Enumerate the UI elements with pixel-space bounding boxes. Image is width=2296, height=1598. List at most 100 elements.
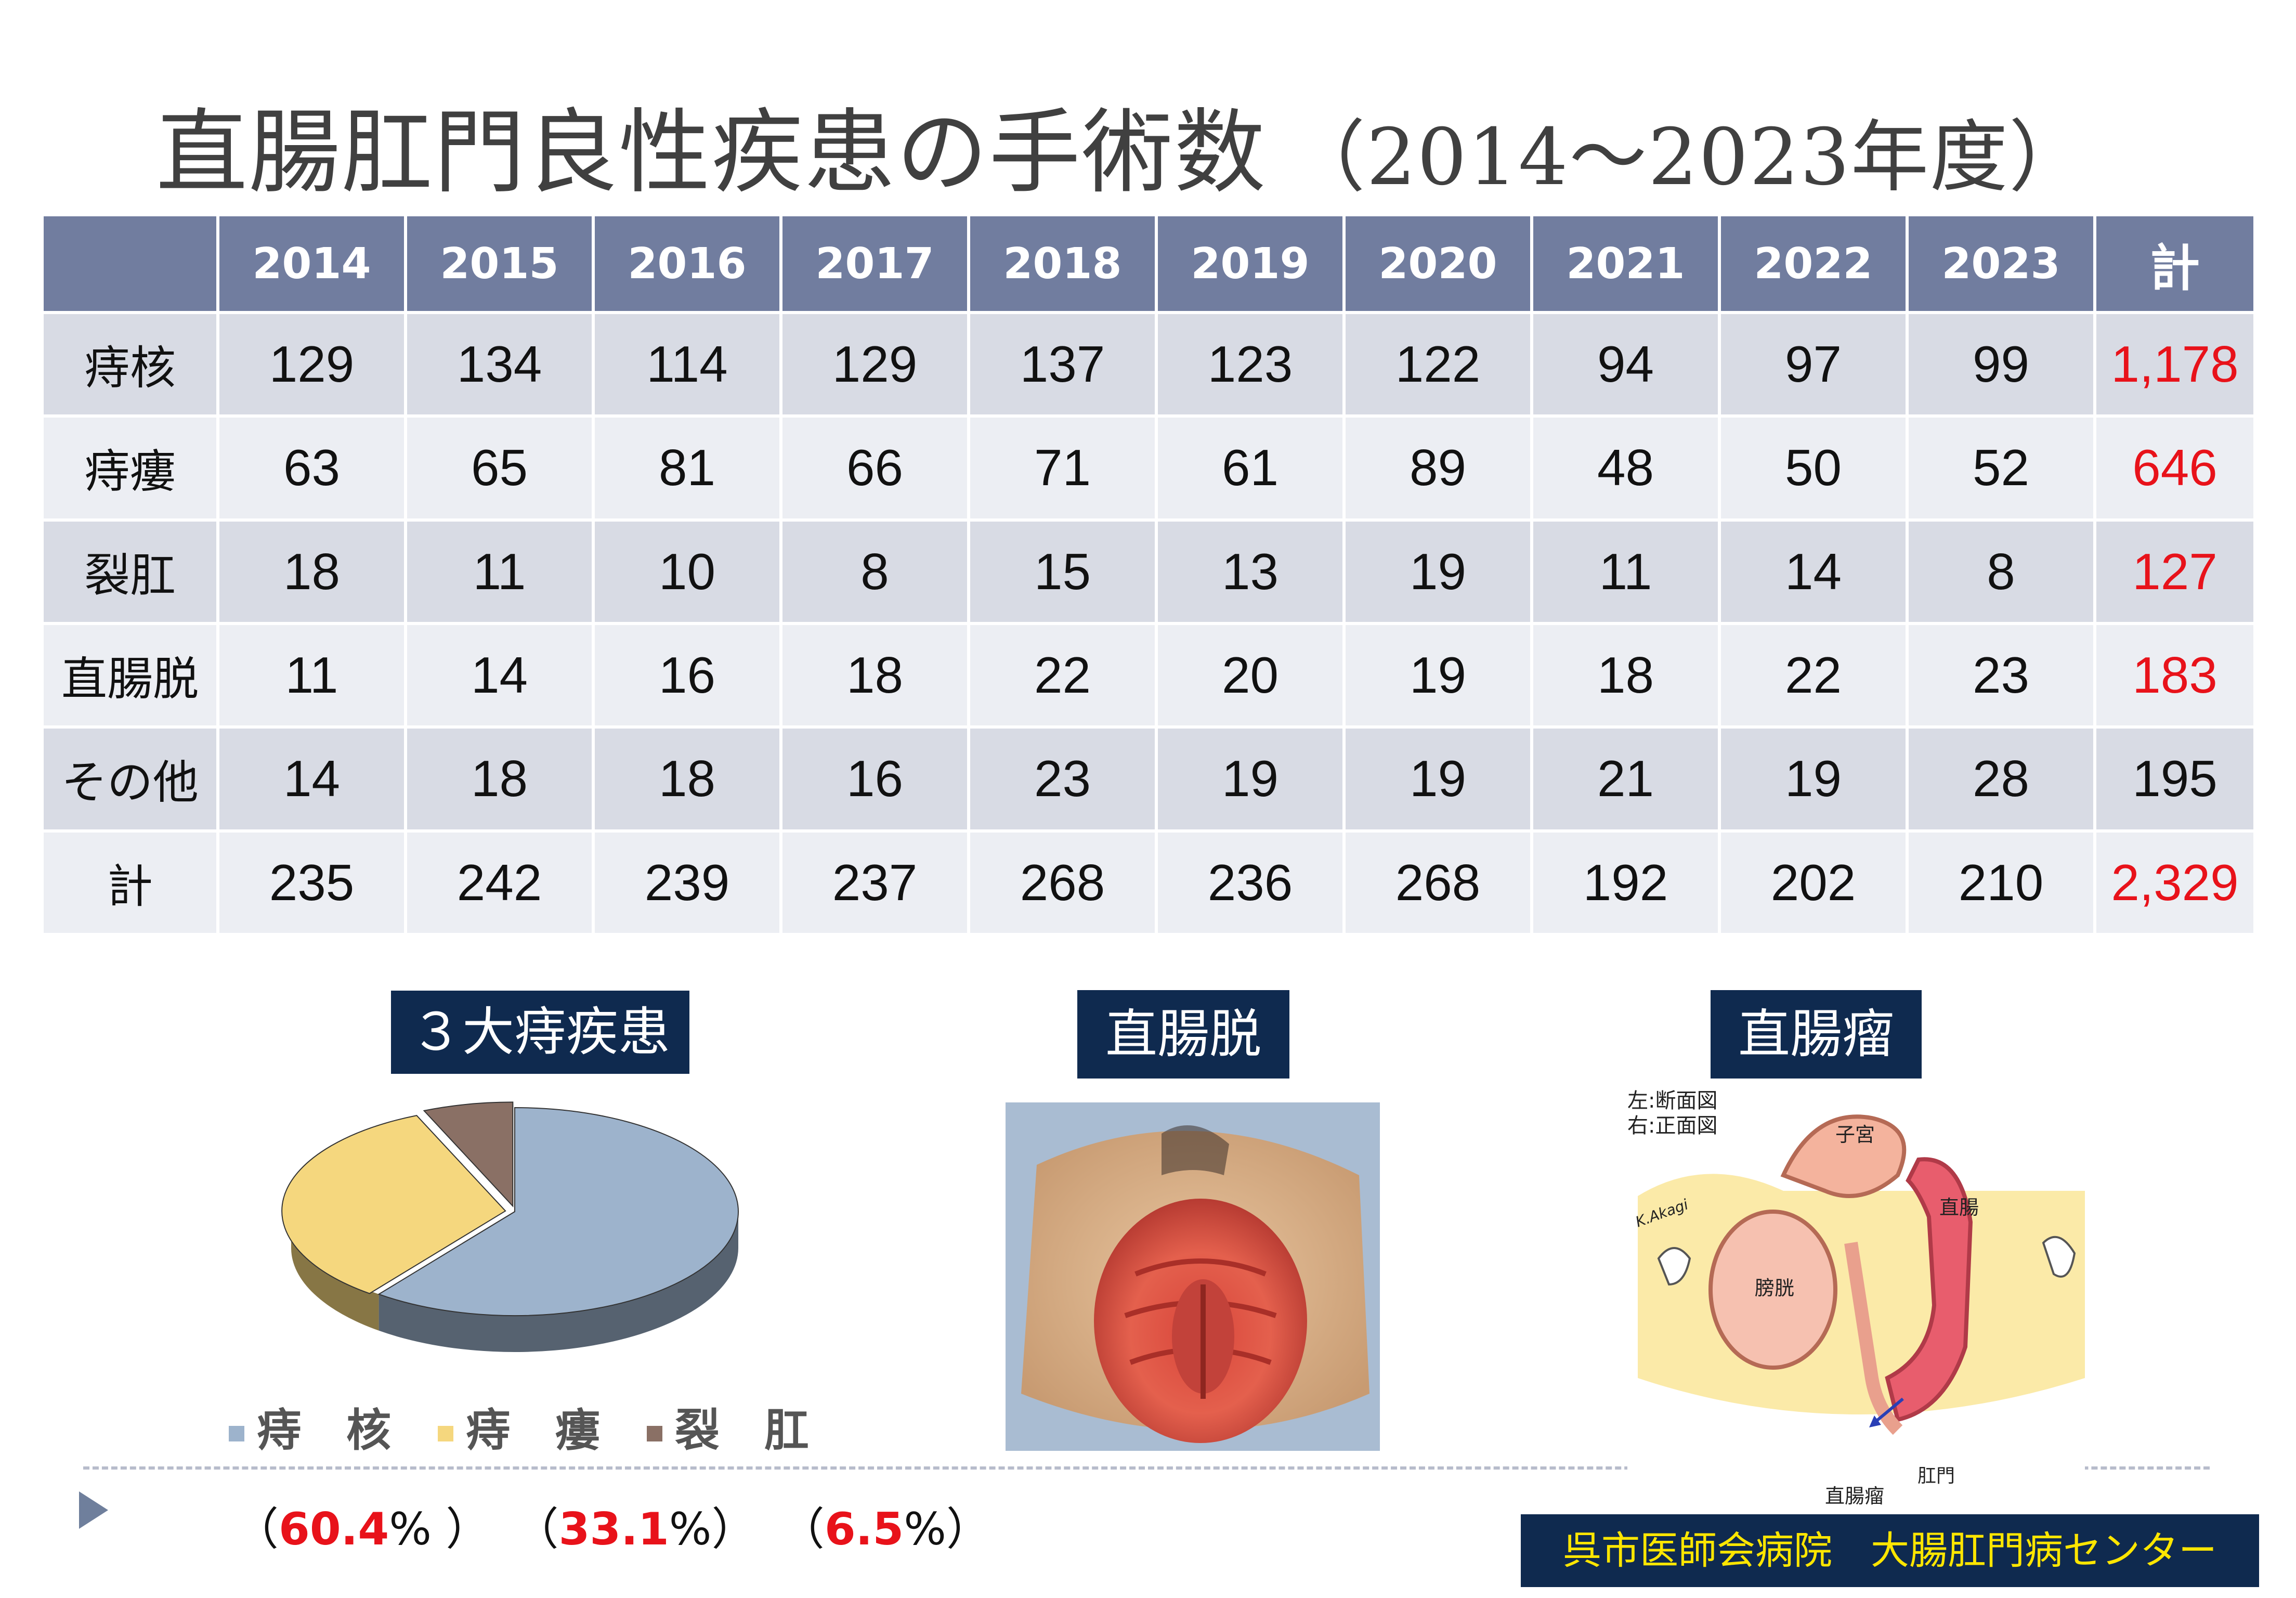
table-cell: 210 (1909, 832, 2093, 933)
table-cell: 10 (595, 521, 779, 622)
col-header: 2022 (1721, 216, 1906, 311)
table-cell: 23 (970, 729, 1155, 829)
table-cell: 20 (1158, 625, 1342, 726)
table-row: その他 14 18 18 16 23 19 19 21 19 28 195 (44, 729, 2253, 829)
table-cell: 14 (407, 625, 592, 726)
table-cell: 28 (1909, 729, 2093, 829)
table-corner (44, 216, 216, 311)
row-total: 183 (2096, 625, 2253, 726)
diagram-note-right: 右:正面図 (1627, 1114, 1717, 1138)
row-label: 痔瘻 (44, 418, 216, 518)
surgery-table: 2014 2015 2016 2017 2018 2019 2020 2021 … (41, 213, 2256, 936)
table-cell: 22 (1721, 625, 1906, 726)
percent-value: 6.5 (824, 1503, 904, 1555)
table-cell: 18 (1533, 625, 1718, 726)
rectocele-diagram: 左:断面図 右:正面図 子宮 直腸 膀胱 肛門 直腸瘤 K.Akagi (1627, 1087, 2085, 1513)
table-cell: 8 (782, 521, 967, 622)
row-total: 195 (2096, 729, 2253, 829)
col-header: 2015 (407, 216, 592, 311)
table-cell: 18 (219, 521, 404, 622)
row-label: 直腸脱 (44, 625, 216, 726)
table-cell: 71 (970, 418, 1155, 518)
legend-label: 裂 肛 (674, 1405, 809, 1457)
table-cell: 137 (970, 314, 1155, 415)
legend-item: 痔 核 (229, 1394, 391, 1459)
table-cell: 11 (1533, 521, 1718, 622)
table-cell: 16 (782, 729, 967, 829)
table-cell: 236 (1158, 832, 1342, 933)
table-cell: 129 (219, 314, 404, 415)
prolapse-label: 直腸脱 (1077, 990, 1289, 1079)
table-cell: 235 (219, 832, 404, 933)
diagram-anus: 肛門 (1917, 1465, 1955, 1487)
table-row: 直腸脱 11 14 16 18 22 20 19 18 22 23 183 (44, 625, 2253, 726)
legend-swatch (437, 1425, 453, 1441)
table-cell: 14 (219, 729, 404, 829)
table-cell: 63 (219, 418, 404, 518)
row-total: 1,178 (2096, 314, 2253, 415)
table-cell: 13 (1158, 521, 1342, 622)
table-row: 痔核 129 134 114 129 137 123 122 94 97 99 1,178 (44, 314, 2253, 415)
table-cell: 65 (407, 418, 592, 518)
table-cell: 202 (1721, 832, 1906, 933)
table-cell: 52 (1909, 418, 2093, 518)
row-label: その他 (44, 729, 216, 829)
table-cell: 19 (1346, 729, 1530, 829)
legend-swatch (646, 1425, 662, 1441)
percent-labels: （60.4% ） （33.1%） （6.5%） (234, 1503, 991, 1555)
page-title: 直腸肛門良性疾患の手術数 （2014～2023年度） (156, 78, 2236, 211)
table-cell: 14 (1721, 521, 1906, 622)
table-cell: 23 (1909, 625, 2093, 726)
table-cell: 192 (1533, 832, 1718, 933)
table-cell: 268 (1346, 832, 1530, 933)
legend-label: 痔 核 (257, 1405, 391, 1457)
pie-slice (281, 1115, 506, 1294)
row-total: 127 (2096, 521, 2253, 622)
legend-swatch (229, 1425, 244, 1441)
table-row: 痔瘻 63 65 81 66 71 61 89 48 50 52 646 (44, 418, 2253, 518)
pie-legend: 痔 核 痔 瘻 裂 肛 (229, 1394, 905, 1459)
table-cell: 16 (595, 625, 779, 726)
table-header-row: 2014 2015 2016 2017 2018 2019 2020 2021 … (44, 216, 2253, 311)
pie-chart-svg (281, 1101, 739, 1352)
table-cell: 18 (782, 625, 967, 726)
col-header: 2016 (595, 216, 779, 311)
percent-value: 60.4 (279, 1503, 389, 1555)
col-header: 2018 (970, 216, 1155, 311)
legend-label: 痔 瘻 (465, 1405, 600, 1457)
table-cell: 8 (1909, 521, 2093, 622)
table-cell: 15 (970, 521, 1155, 622)
table-cell: 61 (1158, 418, 1342, 518)
table-cell: 239 (595, 832, 779, 933)
pie-slice (423, 1101, 514, 1207)
table-cell: 50 (1721, 418, 1906, 518)
title-period: （2014～2023年度） (1287, 112, 2088, 203)
table-cell: 19 (1346, 625, 1530, 726)
table-cell: 21 (1533, 729, 1718, 829)
percent-value: 33.1 (558, 1503, 669, 1555)
table-cell: 48 (1533, 418, 1718, 518)
pie-chart (244, 1082, 827, 1404)
table-cell: 242 (407, 832, 592, 933)
table-cell: 18 (595, 729, 779, 829)
table-cell: 114 (595, 314, 779, 415)
table-cell: 268 (970, 832, 1155, 933)
col-header: 2014 (219, 216, 404, 311)
table-cell: 19 (1158, 729, 1342, 829)
table-cell: 19 (1721, 729, 1906, 829)
rectocele-label: 直腸瘤 (1711, 990, 1922, 1079)
table-cell: 66 (782, 418, 967, 518)
col-header: 2021 (1533, 216, 1718, 311)
table-cell: 123 (1158, 314, 1342, 415)
table-cell: 134 (407, 314, 592, 415)
col-header-total: 計 (2096, 216, 2253, 311)
table-cell: 94 (1533, 314, 1718, 415)
legend-item: 痔 瘻 (437, 1394, 600, 1459)
table-cell: 11 (219, 625, 404, 726)
pie-slice-side (291, 1212, 379, 1331)
bullet-triangle-icon (79, 1491, 108, 1529)
table-cell: 237 (782, 832, 967, 933)
hospital-footer: 呉市医師会病院 大腸肛門病センター (1521, 1514, 2259, 1587)
title-main: 直腸肛門良性疾患の手術数 (156, 99, 1267, 206)
col-header: 2019 (1158, 216, 1342, 311)
